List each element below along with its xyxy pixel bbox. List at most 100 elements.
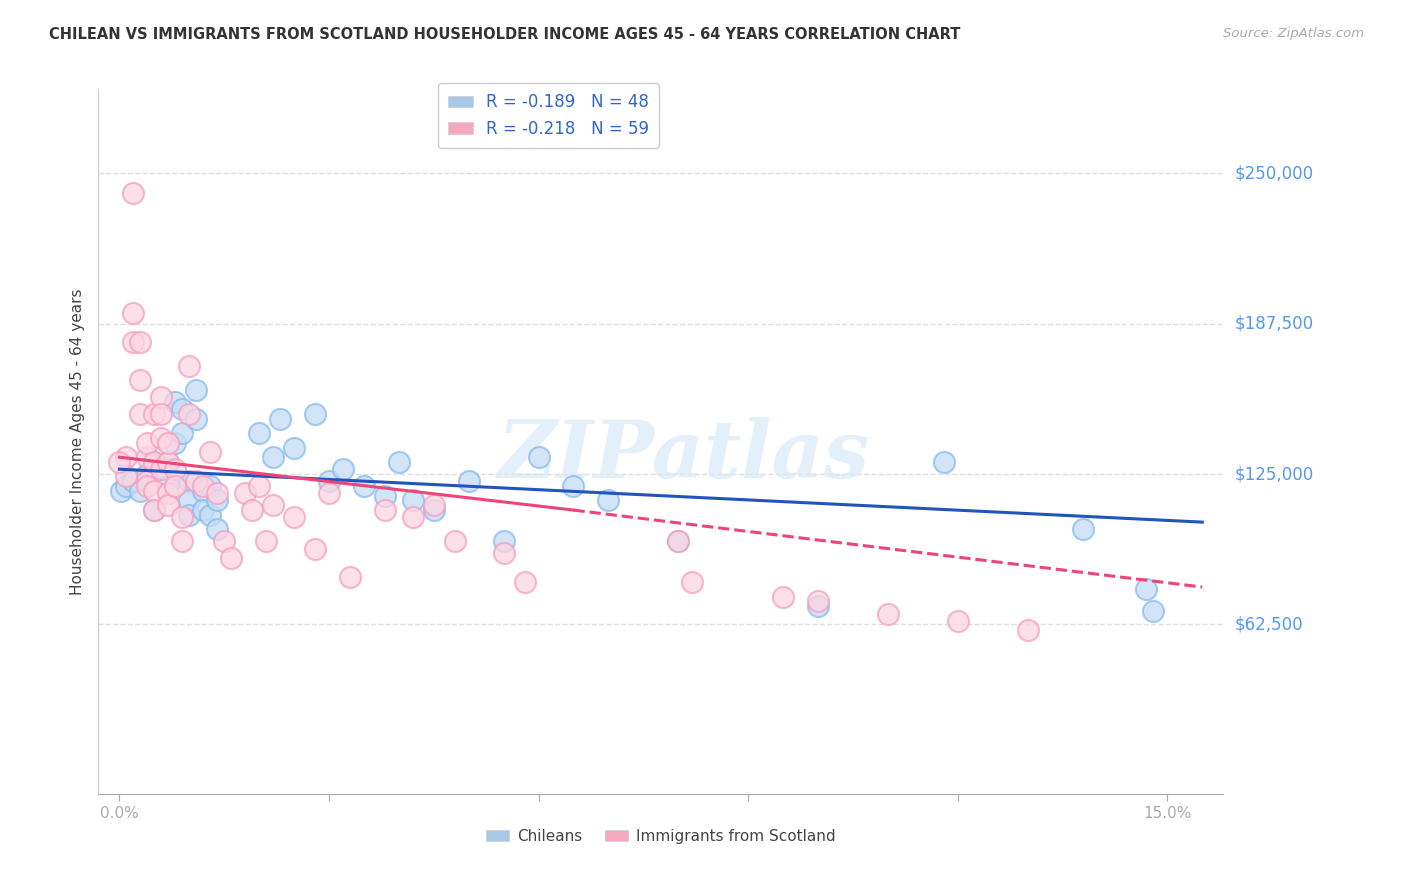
Point <box>115 450 138 465</box>
Point <box>165 479 187 493</box>
Point <box>423 498 446 512</box>
Point <box>876 607 898 621</box>
Text: ZIPatlas: ZIPatlas <box>498 417 869 494</box>
Point <box>157 455 180 469</box>
Point <box>136 467 159 481</box>
Point <box>666 534 689 549</box>
Point <box>157 455 180 469</box>
Point <box>157 435 180 450</box>
Point <box>513 575 536 590</box>
Point <box>150 459 173 474</box>
Point <box>269 411 291 425</box>
Point <box>122 334 145 349</box>
Point <box>492 546 515 560</box>
Point <box>129 373 152 387</box>
Point <box>807 599 830 614</box>
Point <box>332 462 354 476</box>
Point <box>1135 582 1157 597</box>
Point <box>150 462 173 476</box>
Point <box>136 474 159 488</box>
Point <box>172 426 194 441</box>
Point <box>150 407 173 421</box>
Point <box>247 426 270 441</box>
Text: $187,500: $187,500 <box>1234 315 1313 333</box>
Point <box>200 479 222 493</box>
Point <box>233 486 256 500</box>
Point <box>179 359 201 373</box>
Text: Source: ZipAtlas.com: Source: ZipAtlas.com <box>1223 27 1364 40</box>
Point <box>108 455 131 469</box>
Point <box>205 493 228 508</box>
Point <box>136 479 159 493</box>
Point <box>219 551 242 566</box>
Text: $125,000: $125,000 <box>1234 465 1313 483</box>
Point <box>193 503 215 517</box>
Point <box>110 483 132 498</box>
Point <box>122 306 145 320</box>
Point <box>318 474 340 488</box>
Point <box>374 503 396 517</box>
Point <box>115 479 138 493</box>
Point <box>200 445 222 459</box>
Point <box>172 534 194 549</box>
Point <box>212 534 235 549</box>
Point <box>932 455 955 469</box>
Point <box>492 534 515 549</box>
Point <box>136 435 159 450</box>
Point <box>262 450 284 465</box>
Point <box>143 503 166 517</box>
Point <box>179 508 201 522</box>
Point <box>143 455 166 469</box>
Point <box>193 483 215 498</box>
Point <box>262 498 284 512</box>
Point <box>150 390 173 404</box>
Point <box>129 334 152 349</box>
Point <box>772 590 794 604</box>
Text: CHILEAN VS IMMIGRANTS FROM SCOTLAND HOUSEHOLDER INCOME AGES 45 - 64 YEARS CORREL: CHILEAN VS IMMIGRANTS FROM SCOTLAND HOUS… <box>49 27 960 42</box>
Legend: Chileans, Immigrants from Scotland: Chileans, Immigrants from Scotland <box>481 822 841 850</box>
Point <box>129 483 152 498</box>
Point <box>283 441 305 455</box>
Point <box>150 431 173 445</box>
Point <box>122 186 145 200</box>
Point <box>283 510 305 524</box>
Point <box>598 493 620 508</box>
Point <box>423 503 446 517</box>
Point <box>247 479 270 493</box>
Point <box>457 474 479 488</box>
Point <box>157 486 180 500</box>
Point <box>339 570 361 584</box>
Point <box>143 407 166 421</box>
Point <box>1073 522 1095 536</box>
Point <box>193 479 215 493</box>
Point <box>179 474 201 488</box>
Point <box>304 541 326 556</box>
Point <box>1017 624 1039 638</box>
Point <box>353 479 375 493</box>
Point <box>562 479 585 493</box>
Point <box>143 503 166 517</box>
Point <box>179 493 201 508</box>
Point <box>200 508 222 522</box>
Y-axis label: Householder Income Ages 45 - 64 years: Householder Income Ages 45 - 64 years <box>69 288 84 595</box>
Point <box>186 474 208 488</box>
Point <box>186 383 208 397</box>
Point <box>205 522 228 536</box>
Text: $250,000: $250,000 <box>1234 164 1313 182</box>
Point <box>129 407 152 421</box>
Point <box>388 455 411 469</box>
Point <box>179 407 201 421</box>
Point <box>402 510 425 524</box>
Point <box>165 395 187 409</box>
Point <box>186 411 208 425</box>
Point <box>374 489 396 503</box>
Point <box>157 498 180 512</box>
Point <box>254 534 277 549</box>
Point <box>143 483 166 498</box>
Point <box>122 474 145 488</box>
Point <box>205 486 228 500</box>
Point <box>165 435 187 450</box>
Point <box>115 469 138 483</box>
Point <box>172 510 194 524</box>
Point <box>157 479 180 493</box>
